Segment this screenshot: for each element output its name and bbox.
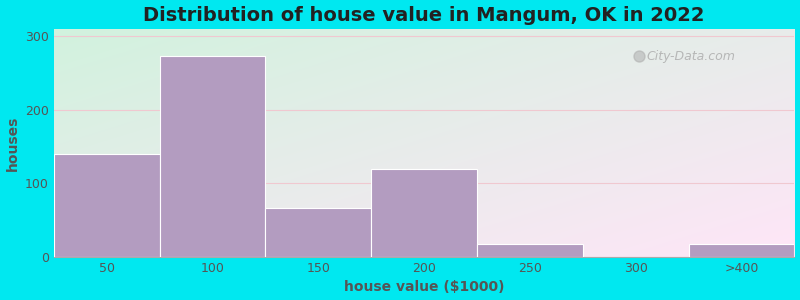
Bar — [477, 244, 583, 257]
Bar — [160, 56, 266, 257]
Bar — [54, 154, 160, 257]
Bar — [371, 169, 477, 257]
X-axis label: house value ($1000): house value ($1000) — [344, 280, 504, 294]
Text: City-Data.com: City-Data.com — [646, 50, 735, 63]
Title: Distribution of house value in Mangum, OK in 2022: Distribution of house value in Mangum, O… — [143, 6, 705, 25]
Y-axis label: houses: houses — [6, 115, 19, 171]
Bar — [689, 244, 794, 257]
Bar — [266, 208, 371, 257]
